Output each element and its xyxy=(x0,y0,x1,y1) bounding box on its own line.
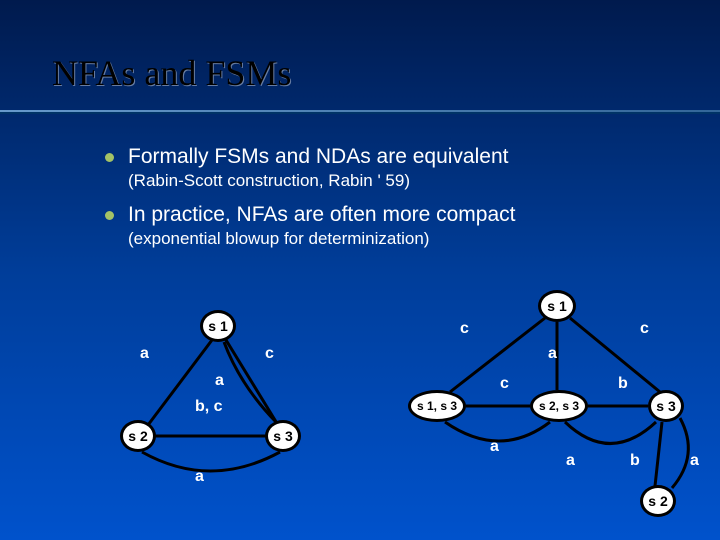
node-r23: s 2, s 3 xyxy=(530,390,588,422)
node-label: s 1 xyxy=(547,298,566,314)
node-s2: s 2 xyxy=(120,420,156,452)
edges-svg xyxy=(0,290,720,540)
edge-label: a xyxy=(140,345,149,363)
node-r13: s 1, s 3 xyxy=(408,390,466,422)
edge-label: b, c xyxy=(195,398,223,416)
edge-label: b xyxy=(618,375,628,393)
node-label: s 1 xyxy=(208,318,227,334)
node-r3: s 3 xyxy=(648,390,684,422)
edge-label: a xyxy=(566,452,575,470)
edge-label: c xyxy=(460,320,469,338)
node-r1: s 1 xyxy=(538,290,576,322)
node-label: s 2 xyxy=(128,428,147,444)
edge-label: a xyxy=(690,452,699,470)
node-label: s 3 xyxy=(273,428,292,444)
edge-label: a xyxy=(195,468,204,486)
edge-label: a xyxy=(490,438,499,456)
node-s3: s 3 xyxy=(265,420,301,452)
bullet-item: Formally FSMs and NDAs are equivalent xyxy=(105,145,516,169)
edge-label: b xyxy=(630,452,640,470)
bullet-main: Formally FSMs and NDAs are equivalent xyxy=(128,145,508,169)
bullet-sub: (exponential blowup for determinization) xyxy=(128,229,516,249)
node-label: s 2 xyxy=(648,493,667,509)
bullet-main: In practice, NFAs are often more compact xyxy=(128,203,516,227)
bullet-dot-icon xyxy=(105,153,114,162)
node-s1: s 1 xyxy=(200,310,236,342)
edge xyxy=(142,452,280,471)
bullet-list: Formally FSMs and NDAs are equivalent (R… xyxy=(105,145,516,261)
title-divider xyxy=(0,110,720,114)
node-label: s 3 xyxy=(656,398,675,414)
edge-label: a xyxy=(548,345,557,363)
node-label: s 1, s 3 xyxy=(417,399,457,413)
node-r2: s 2 xyxy=(640,485,676,517)
bullet-item: In practice, NFAs are often more compact xyxy=(105,203,516,227)
edge xyxy=(672,418,688,488)
bullet-dot-icon xyxy=(105,211,114,220)
node-label: s 2, s 3 xyxy=(539,399,579,413)
edge-label: c xyxy=(500,375,509,393)
bullet-sub: (Rabin-Scott construction, Rabin ' 59) xyxy=(128,171,516,191)
edge-label: c xyxy=(640,320,649,338)
edge xyxy=(565,422,656,444)
edge xyxy=(655,422,662,486)
edge-label: c xyxy=(265,345,274,363)
slide-title: NFAs and FSMs xyxy=(52,52,291,94)
diagrams-area: s 1 s 2 s 3 a c a b, c a s 1 s 1, s 3 s … xyxy=(0,290,720,540)
edge-label: a xyxy=(215,372,224,390)
